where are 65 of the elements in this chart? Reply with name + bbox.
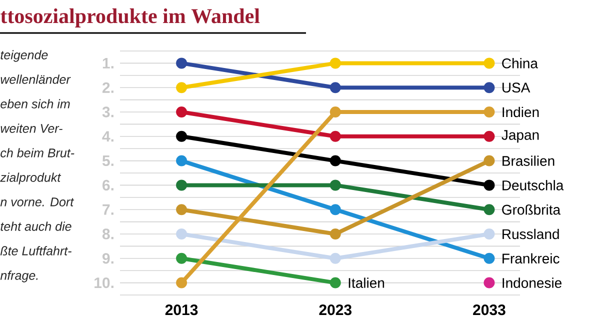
series-label: Frankreic bbox=[502, 253, 560, 264]
series-label: Großbrita bbox=[502, 204, 561, 215]
text: zialprodukt bbox=[0, 172, 62, 184]
text: ßte Luftfahrt- bbox=[0, 246, 72, 256]
point bbox=[176, 82, 188, 94]
series-label: Indien bbox=[502, 106, 539, 118]
point bbox=[176, 106, 188, 118]
text: teigende bbox=[0, 50, 48, 62]
y-tick-label: 2. bbox=[102, 82, 114, 93]
point bbox=[330, 277, 341, 288]
point bbox=[484, 130, 495, 142]
x-tick-label: 2023 bbox=[319, 304, 352, 316]
series-label: Indonesie bbox=[502, 278, 562, 288]
y-tick-label: 7. bbox=[102, 204, 114, 215]
y-tick-label: 1. bbox=[102, 58, 114, 68]
point bbox=[484, 228, 495, 240]
y-tick-label: 5. bbox=[102, 156, 114, 166]
text: ch beim Brut- bbox=[0, 148, 74, 158]
point bbox=[484, 180, 495, 191]
y-tick-label: 9. bbox=[102, 253, 114, 264]
series-label: Brasilien bbox=[502, 156, 554, 166]
text: eben sich im bbox=[0, 99, 70, 108]
series-label: Japan bbox=[502, 130, 539, 143]
point bbox=[330, 180, 341, 191]
point bbox=[330, 204, 341, 216]
text: nfrage. bbox=[0, 270, 38, 282]
x-tick-label: 2033 bbox=[473, 304, 506, 316]
point bbox=[176, 252, 188, 264]
point bbox=[484, 204, 495, 216]
series-label: China bbox=[502, 58, 538, 68]
y-tick-label: 4. bbox=[102, 131, 114, 142]
point bbox=[176, 58, 188, 69]
point bbox=[330, 228, 341, 240]
text: weiten Ver- bbox=[0, 124, 62, 133]
point bbox=[330, 252, 341, 264]
point bbox=[176, 155, 188, 166]
point bbox=[330, 82, 341, 94]
y-tick-label: 8. bbox=[102, 228, 114, 240]
chart-title: ttosozialprodukte im Wandel bbox=[0, 8, 260, 28]
point bbox=[176, 180, 188, 191]
point bbox=[484, 106, 495, 118]
point bbox=[330, 155, 341, 166]
point bbox=[176, 130, 188, 142]
point bbox=[484, 155, 495, 166]
point bbox=[484, 252, 495, 264]
point bbox=[484, 58, 495, 69]
point bbox=[176, 228, 188, 240]
point bbox=[484, 277, 495, 288]
point bbox=[330, 58, 341, 69]
series-label: Russland bbox=[502, 228, 559, 240]
series-label: Italien bbox=[348, 278, 384, 288]
y-tick-label: 10. bbox=[94, 277, 114, 288]
text: teht auch die bbox=[0, 222, 72, 231]
y-tick-label: 6. bbox=[102, 180, 114, 190]
x-tick-label: 2013 bbox=[165, 304, 198, 316]
series-label: USA bbox=[502, 82, 530, 93]
text: wellenländer bbox=[0, 74, 71, 84]
point bbox=[330, 130, 341, 142]
text: n vorne. Dort bbox=[0, 198, 74, 206]
point bbox=[330, 106, 341, 118]
series-label: Deutschla bbox=[502, 180, 564, 190]
point bbox=[176, 277, 188, 288]
y-tick-label: 3. bbox=[102, 106, 114, 118]
point bbox=[484, 82, 495, 94]
point bbox=[176, 204, 188, 216]
